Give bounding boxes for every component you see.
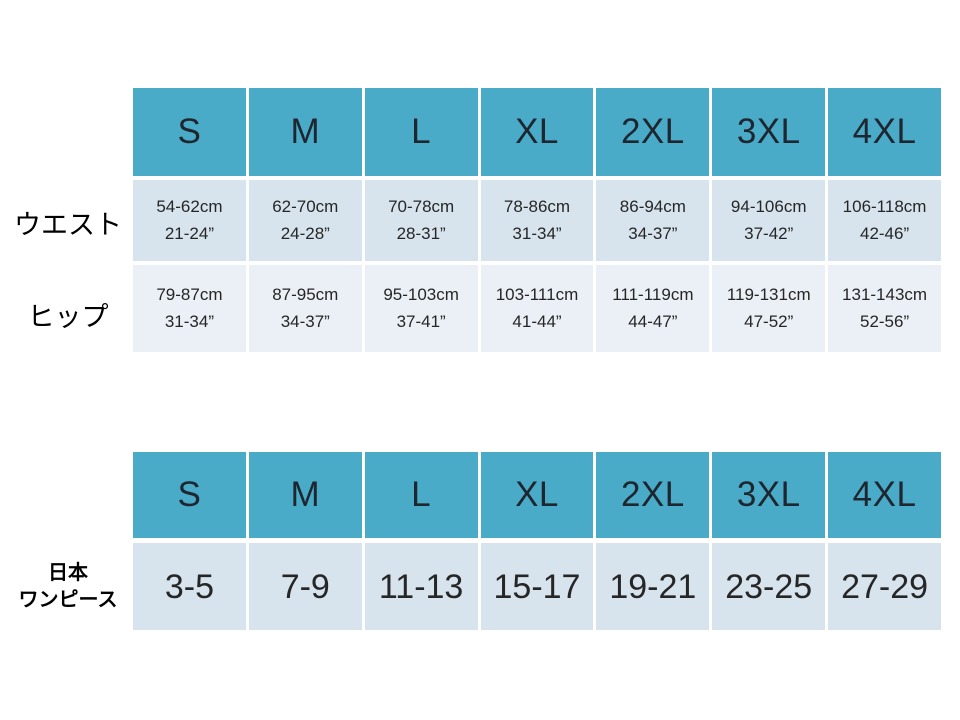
- cm-value: 79-87cm: [156, 285, 223, 305]
- inch-value: 41-44”: [512, 311, 562, 331]
- hip-cell: 131-143cm 52-56”: [828, 265, 941, 352]
- inch-value: 34-37”: [280, 311, 330, 331]
- size-header-cell-l: L: [364, 452, 478, 538]
- japan-label-line1: 日本: [48, 561, 88, 584]
- waist-cell: 70-78cm 28-31”: [364, 180, 478, 261]
- hip-cell: 103-111cm 41-44”: [480, 265, 594, 352]
- japan-size-cell: 23-25: [712, 543, 826, 630]
- inch-value: 24-28”: [280, 223, 330, 243]
- japan-size-cell: 7-9: [248, 543, 362, 630]
- japan-label-line2: ワンピース: [18, 588, 118, 611]
- cm-value: 54-62cm: [156, 197, 223, 217]
- size-header-cell-2xl: 2XL: [596, 452, 710, 538]
- hip-cell: 95-103cm 37-41”: [364, 265, 478, 352]
- size-header-cell-3xl: 3XL: [712, 88, 826, 176]
- cm-value: 131-143cm: [842, 285, 928, 305]
- size-header-cell-4xl: 4XL: [828, 88, 941, 176]
- size-header-cell-xl: XL: [480, 452, 594, 538]
- japan-dress-row-label: 日本 ワンピース: [0, 543, 136, 630]
- cm-value: 106-118cm: [842, 197, 927, 217]
- waist-cell: 54-62cm 21-24”: [133, 180, 246, 261]
- hip-cell: 119-131cm 47-52”: [712, 265, 826, 352]
- inch-value: 44-47”: [628, 311, 678, 331]
- inch-value: 47-52”: [744, 311, 794, 331]
- inch-value: 42-46”: [859, 223, 910, 243]
- cm-value: 103-111cm: [495, 285, 579, 305]
- japan-size-table: S M L XL 2XL 3XL 4XL 3-5 7-9 11-13 15-17…: [133, 452, 941, 630]
- cm-value: 86-94cm: [619, 197, 686, 217]
- size-header-cell-l: L: [364, 88, 478, 176]
- waist-cell: 106-118cm 42-46”: [828, 180, 941, 261]
- japan-size-cell: 19-21: [596, 543, 710, 630]
- hip-cell: 87-95cm 34-37”: [248, 265, 362, 352]
- size-header-cell-s: S: [133, 452, 246, 538]
- inch-value: 21-24”: [164, 223, 214, 243]
- waist-row-label: ウエスト: [14, 210, 122, 240]
- cm-value: 94-106cm: [730, 197, 807, 217]
- japan-size-cell: 27-29: [828, 543, 941, 630]
- inch-value: 37-42”: [744, 223, 794, 243]
- waist-cell: 86-94cm 34-37”: [596, 180, 710, 261]
- size-header-cell-3xl: 3XL: [712, 452, 826, 538]
- size-header-cell-m: M: [248, 452, 362, 538]
- waist-cell: 94-106cm 37-42”: [712, 180, 826, 261]
- size-header-cell-m: M: [248, 88, 362, 176]
- size-header-cell-xl: XL: [480, 88, 594, 176]
- size-header-cell-s: S: [133, 88, 246, 176]
- cm-value: 78-86cm: [503, 197, 571, 217]
- cm-value: 87-95cm: [272, 285, 339, 305]
- hip-row-label: ヒップ: [27, 302, 109, 332]
- size-header-cell-2xl: 2XL: [596, 88, 710, 176]
- japan-size-cell: 3-5: [133, 543, 246, 630]
- japan-size-cell: 15-17: [480, 543, 594, 630]
- inch-value: 31-34”: [164, 311, 214, 331]
- cm-value: 70-78cm: [388, 197, 455, 217]
- cm-value: 119-131cm: [726, 285, 811, 305]
- measurement-size-table: S M L XL 2XL 3XL 4XL 54-62cm 21-24” 62-7…: [133, 88, 941, 352]
- hip-cell: 111-119cm 44-47”: [596, 265, 710, 352]
- waist-cell: 78-86cm 31-34”: [480, 180, 594, 261]
- inch-value: 52-56”: [859, 311, 910, 331]
- cm-value: 95-103cm: [383, 285, 459, 305]
- inch-value: 34-37”: [628, 223, 678, 243]
- inch-value: 28-31”: [396, 223, 446, 243]
- size-header-cell-4xl: 4XL: [828, 452, 941, 538]
- waist-cell: 62-70cm 24-28”: [248, 180, 362, 261]
- cm-value: 111-119cm: [612, 285, 694, 305]
- cm-value: 62-70cm: [272, 197, 339, 217]
- inch-value: 37-41”: [396, 311, 446, 331]
- inch-value: 31-34”: [512, 223, 562, 243]
- japan-size-cell: 11-13: [364, 543, 478, 630]
- hip-cell: 79-87cm 31-34”: [133, 265, 246, 352]
